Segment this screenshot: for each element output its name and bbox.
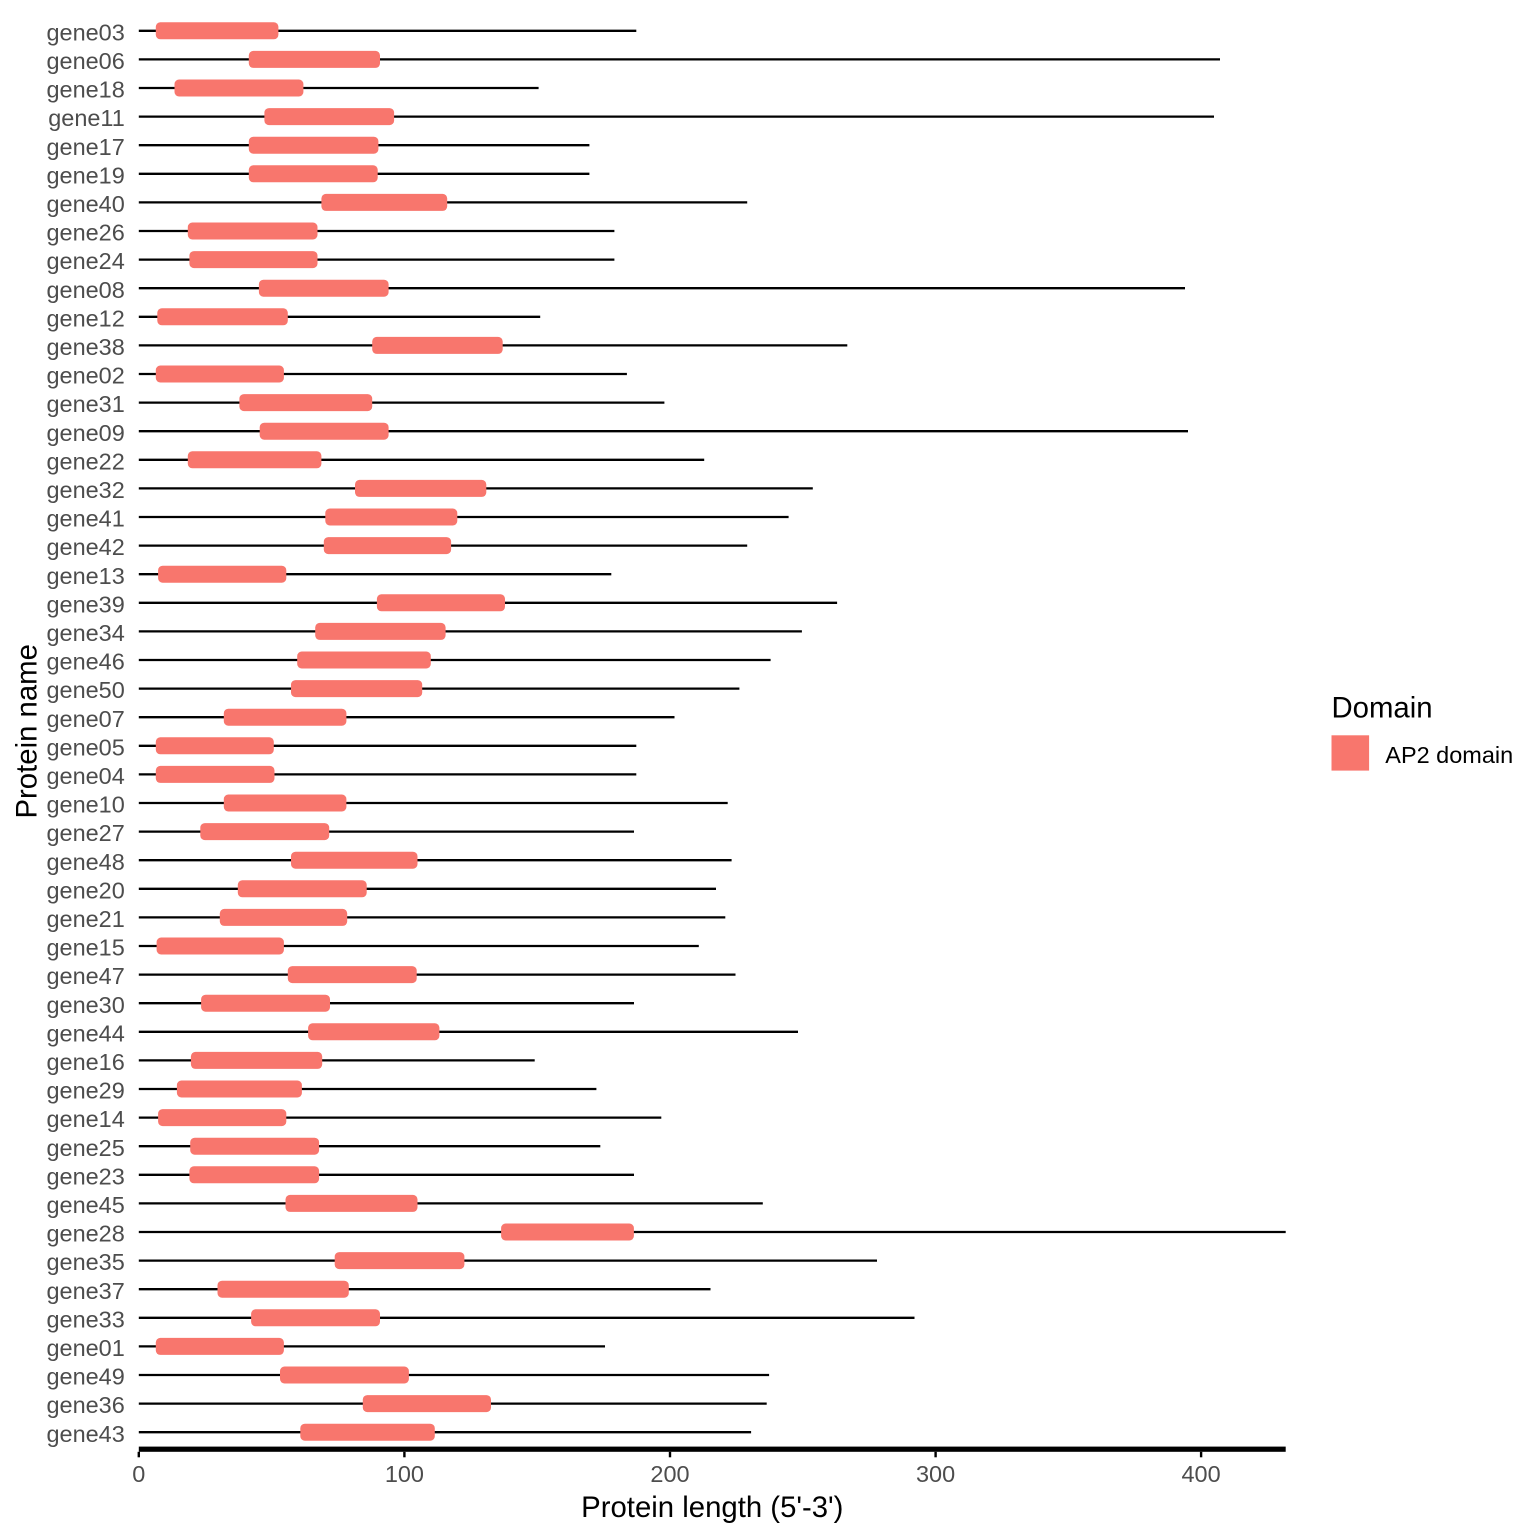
svg-text:gene04: gene04	[46, 763, 124, 789]
svg-text:gene29: gene29	[46, 1078, 124, 1104]
svg-text:gene36: gene36	[46, 1392, 124, 1418]
svg-text:gene33: gene33	[46, 1306, 124, 1332]
svg-text:gene09: gene09	[46, 420, 124, 446]
svg-text:gene08: gene08	[46, 277, 124, 303]
svg-text:gene30: gene30	[46, 992, 124, 1018]
svg-text:gene11: gene11	[48, 105, 125, 131]
svg-text:gene15: gene15	[46, 935, 124, 961]
svg-text:gene14: gene14	[46, 1106, 124, 1132]
svg-text:gene25: gene25	[46, 1135, 124, 1161]
svg-text:gene43: gene43	[46, 1421, 124, 1447]
svg-text:gene41: gene41	[46, 506, 124, 532]
svg-text:AP2 domain: AP2 domain	[1385, 742, 1513, 768]
svg-text:gene24: gene24	[46, 248, 124, 274]
svg-text:gene39: gene39	[46, 591, 124, 617]
svg-text:gene42: gene42	[46, 534, 124, 560]
svg-text:gene06: gene06	[46, 48, 124, 74]
svg-text:gene13: gene13	[46, 563, 124, 589]
svg-text:gene18: gene18	[46, 77, 124, 103]
svg-text:0: 0	[132, 1461, 145, 1487]
svg-text:gene21: gene21	[46, 906, 124, 932]
svg-text:gene12: gene12	[46, 305, 124, 331]
svg-text:gene40: gene40	[46, 191, 124, 217]
svg-text:gene50: gene50	[46, 677, 124, 703]
svg-text:gene26: gene26	[46, 220, 124, 246]
svg-text:gene20: gene20	[46, 877, 124, 903]
svg-text:gene05: gene05	[46, 734, 124, 760]
svg-text:gene45: gene45	[46, 1192, 124, 1218]
svg-text:400: 400	[1182, 1461, 1221, 1487]
svg-text:gene27: gene27	[46, 820, 124, 846]
svg-text:gene22: gene22	[46, 448, 124, 474]
svg-text:gene03: gene03	[46, 19, 124, 45]
svg-text:gene19: gene19	[46, 162, 124, 188]
svg-text:100: 100	[385, 1461, 424, 1487]
svg-text:gene31: gene31	[46, 391, 124, 417]
svg-text:gene02: gene02	[46, 363, 124, 389]
svg-text:gene34: gene34	[46, 620, 124, 646]
svg-text:gene46: gene46	[46, 649, 124, 675]
svg-text:gene32: gene32	[46, 477, 124, 503]
svg-text:Protein name: Protein name	[11, 644, 44, 818]
svg-text:Protein length (5'-3'): Protein length (5'-3')	[581, 1491, 843, 1524]
svg-text:gene23: gene23	[46, 1163, 124, 1189]
svg-text:gene16: gene16	[46, 1049, 124, 1075]
svg-text:300: 300	[916, 1461, 955, 1487]
svg-text:gene44: gene44	[46, 1020, 124, 1046]
svg-text:gene10: gene10	[46, 792, 124, 818]
svg-text:gene49: gene49	[46, 1364, 124, 1390]
svg-text:200: 200	[650, 1461, 689, 1487]
svg-text:gene28: gene28	[46, 1221, 124, 1247]
svg-text:gene17: gene17	[46, 134, 124, 160]
svg-text:gene37: gene37	[46, 1278, 124, 1304]
svg-text:gene47: gene47	[46, 963, 124, 989]
svg-text:gene38: gene38	[46, 334, 124, 360]
svg-text:Domain: Domain	[1332, 692, 1433, 725]
svg-text:gene07: gene07	[46, 706, 124, 732]
svg-text:gene01: gene01	[46, 1335, 124, 1361]
svg-text:gene35: gene35	[46, 1249, 124, 1275]
svg-text:gene48: gene48	[46, 849, 124, 875]
